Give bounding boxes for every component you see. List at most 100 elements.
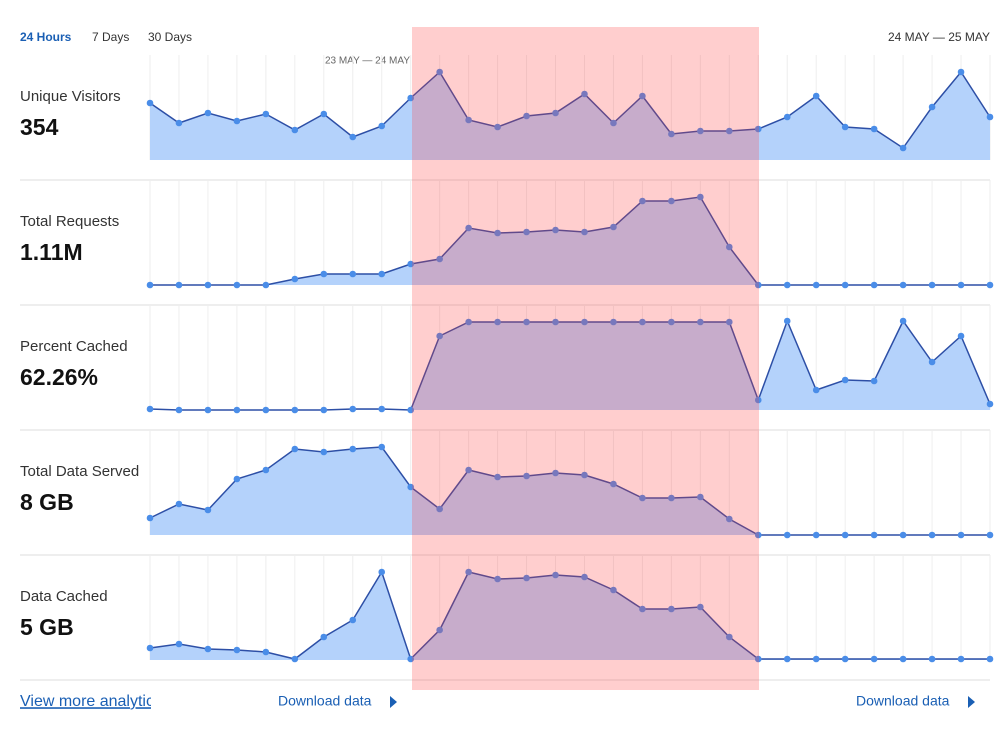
point: [899, 655, 907, 663]
point: [552, 571, 559, 579]
point: [639, 605, 646, 613]
point: [697, 603, 704, 611]
metric-label: Data Cached: [20, 588, 108, 605]
point: [668, 318, 675, 326]
point: [754, 655, 762, 663]
point: [639, 92, 646, 100]
point: [841, 376, 849, 384]
date-range: 24 MAY — 25 MAY: [888, 30, 990, 44]
point: [320, 406, 328, 414]
metric-value: 5 GB: [20, 614, 74, 640]
point: [986, 400, 994, 408]
point: [146, 405, 154, 413]
point: [204, 506, 212, 514]
point: [899, 317, 907, 325]
point: [812, 655, 820, 663]
point: [783, 113, 791, 121]
point: [899, 144, 907, 152]
point: [523, 318, 530, 326]
point: [175, 281, 183, 289]
point: [349, 133, 357, 141]
point: [407, 260, 414, 268]
point: [523, 574, 530, 582]
point: [726, 243, 733, 251]
point: [233, 475, 241, 483]
metric-label: Total Requests: [20, 213, 119, 230]
point: [581, 318, 588, 326]
metric-value: 1.11M: [20, 239, 83, 265]
metric-label: Percent Cached: [20, 338, 128, 355]
point: [552, 226, 559, 234]
point: [175, 406, 183, 414]
point: [320, 448, 328, 456]
point: [986, 655, 994, 663]
line: [149, 70, 991, 150]
point: [233, 281, 241, 289]
point: [378, 443, 386, 451]
point: [610, 480, 617, 488]
point: [146, 514, 154, 522]
point: [754, 125, 762, 133]
point: [291, 275, 299, 283]
metric-label: Total Data Served: [20, 463, 139, 480]
point: [349, 270, 357, 278]
point: [465, 116, 472, 124]
point: [870, 377, 878, 385]
point: [639, 318, 646, 326]
metric-value: 354: [20, 114, 59, 140]
point: [639, 197, 646, 205]
point: [349, 445, 357, 453]
highlight-label: 23 MAY — 24 MAY: [325, 56, 410, 67]
point: [754, 281, 762, 289]
point: [697, 193, 704, 201]
point: [812, 92, 820, 100]
metric-value: 8 GB: [20, 489, 74, 515]
download-link[interactable]: Download data: [278, 693, 372, 709]
point: [233, 646, 241, 654]
point: [320, 270, 328, 278]
view-more-link[interactable]: View more analytics: [20, 693, 162, 710]
point: [726, 318, 733, 326]
point: [291, 655, 299, 663]
point: [204, 406, 212, 414]
line: [149, 570, 990, 661]
point: [581, 573, 588, 581]
point: [552, 318, 559, 326]
point: [465, 318, 472, 326]
point: [610, 223, 617, 231]
point: [668, 605, 675, 613]
point: [204, 645, 212, 653]
line: [149, 446, 990, 536]
point: [262, 648, 270, 656]
tab[interactable]: 7 Days: [92, 30, 129, 44]
tab-active[interactable]: 24 Hours: [20, 30, 72, 44]
point: [465, 224, 472, 232]
point: [986, 113, 994, 121]
point: [726, 515, 733, 523]
point: [436, 626, 443, 634]
point: [494, 318, 501, 326]
point: [436, 68, 443, 76]
point: [204, 281, 212, 289]
point: [986, 281, 994, 289]
arrow-icon: [390, 696, 397, 708]
point: [349, 405, 357, 413]
point: [494, 473, 501, 481]
point: [233, 406, 241, 414]
tab[interactable]: 30 Days: [148, 30, 192, 44]
point: [494, 575, 501, 583]
point: [812, 531, 820, 539]
point: [146, 644, 154, 652]
point: [610, 119, 617, 127]
point: [668, 130, 675, 138]
point: [986, 531, 994, 539]
download-link[interactable]: Download data: [856, 693, 950, 709]
point: [697, 493, 704, 501]
point: [407, 94, 414, 102]
point: [378, 405, 386, 413]
area: [150, 197, 990, 285]
point: [436, 505, 443, 513]
point: [436, 332, 443, 340]
point: [175, 640, 183, 648]
